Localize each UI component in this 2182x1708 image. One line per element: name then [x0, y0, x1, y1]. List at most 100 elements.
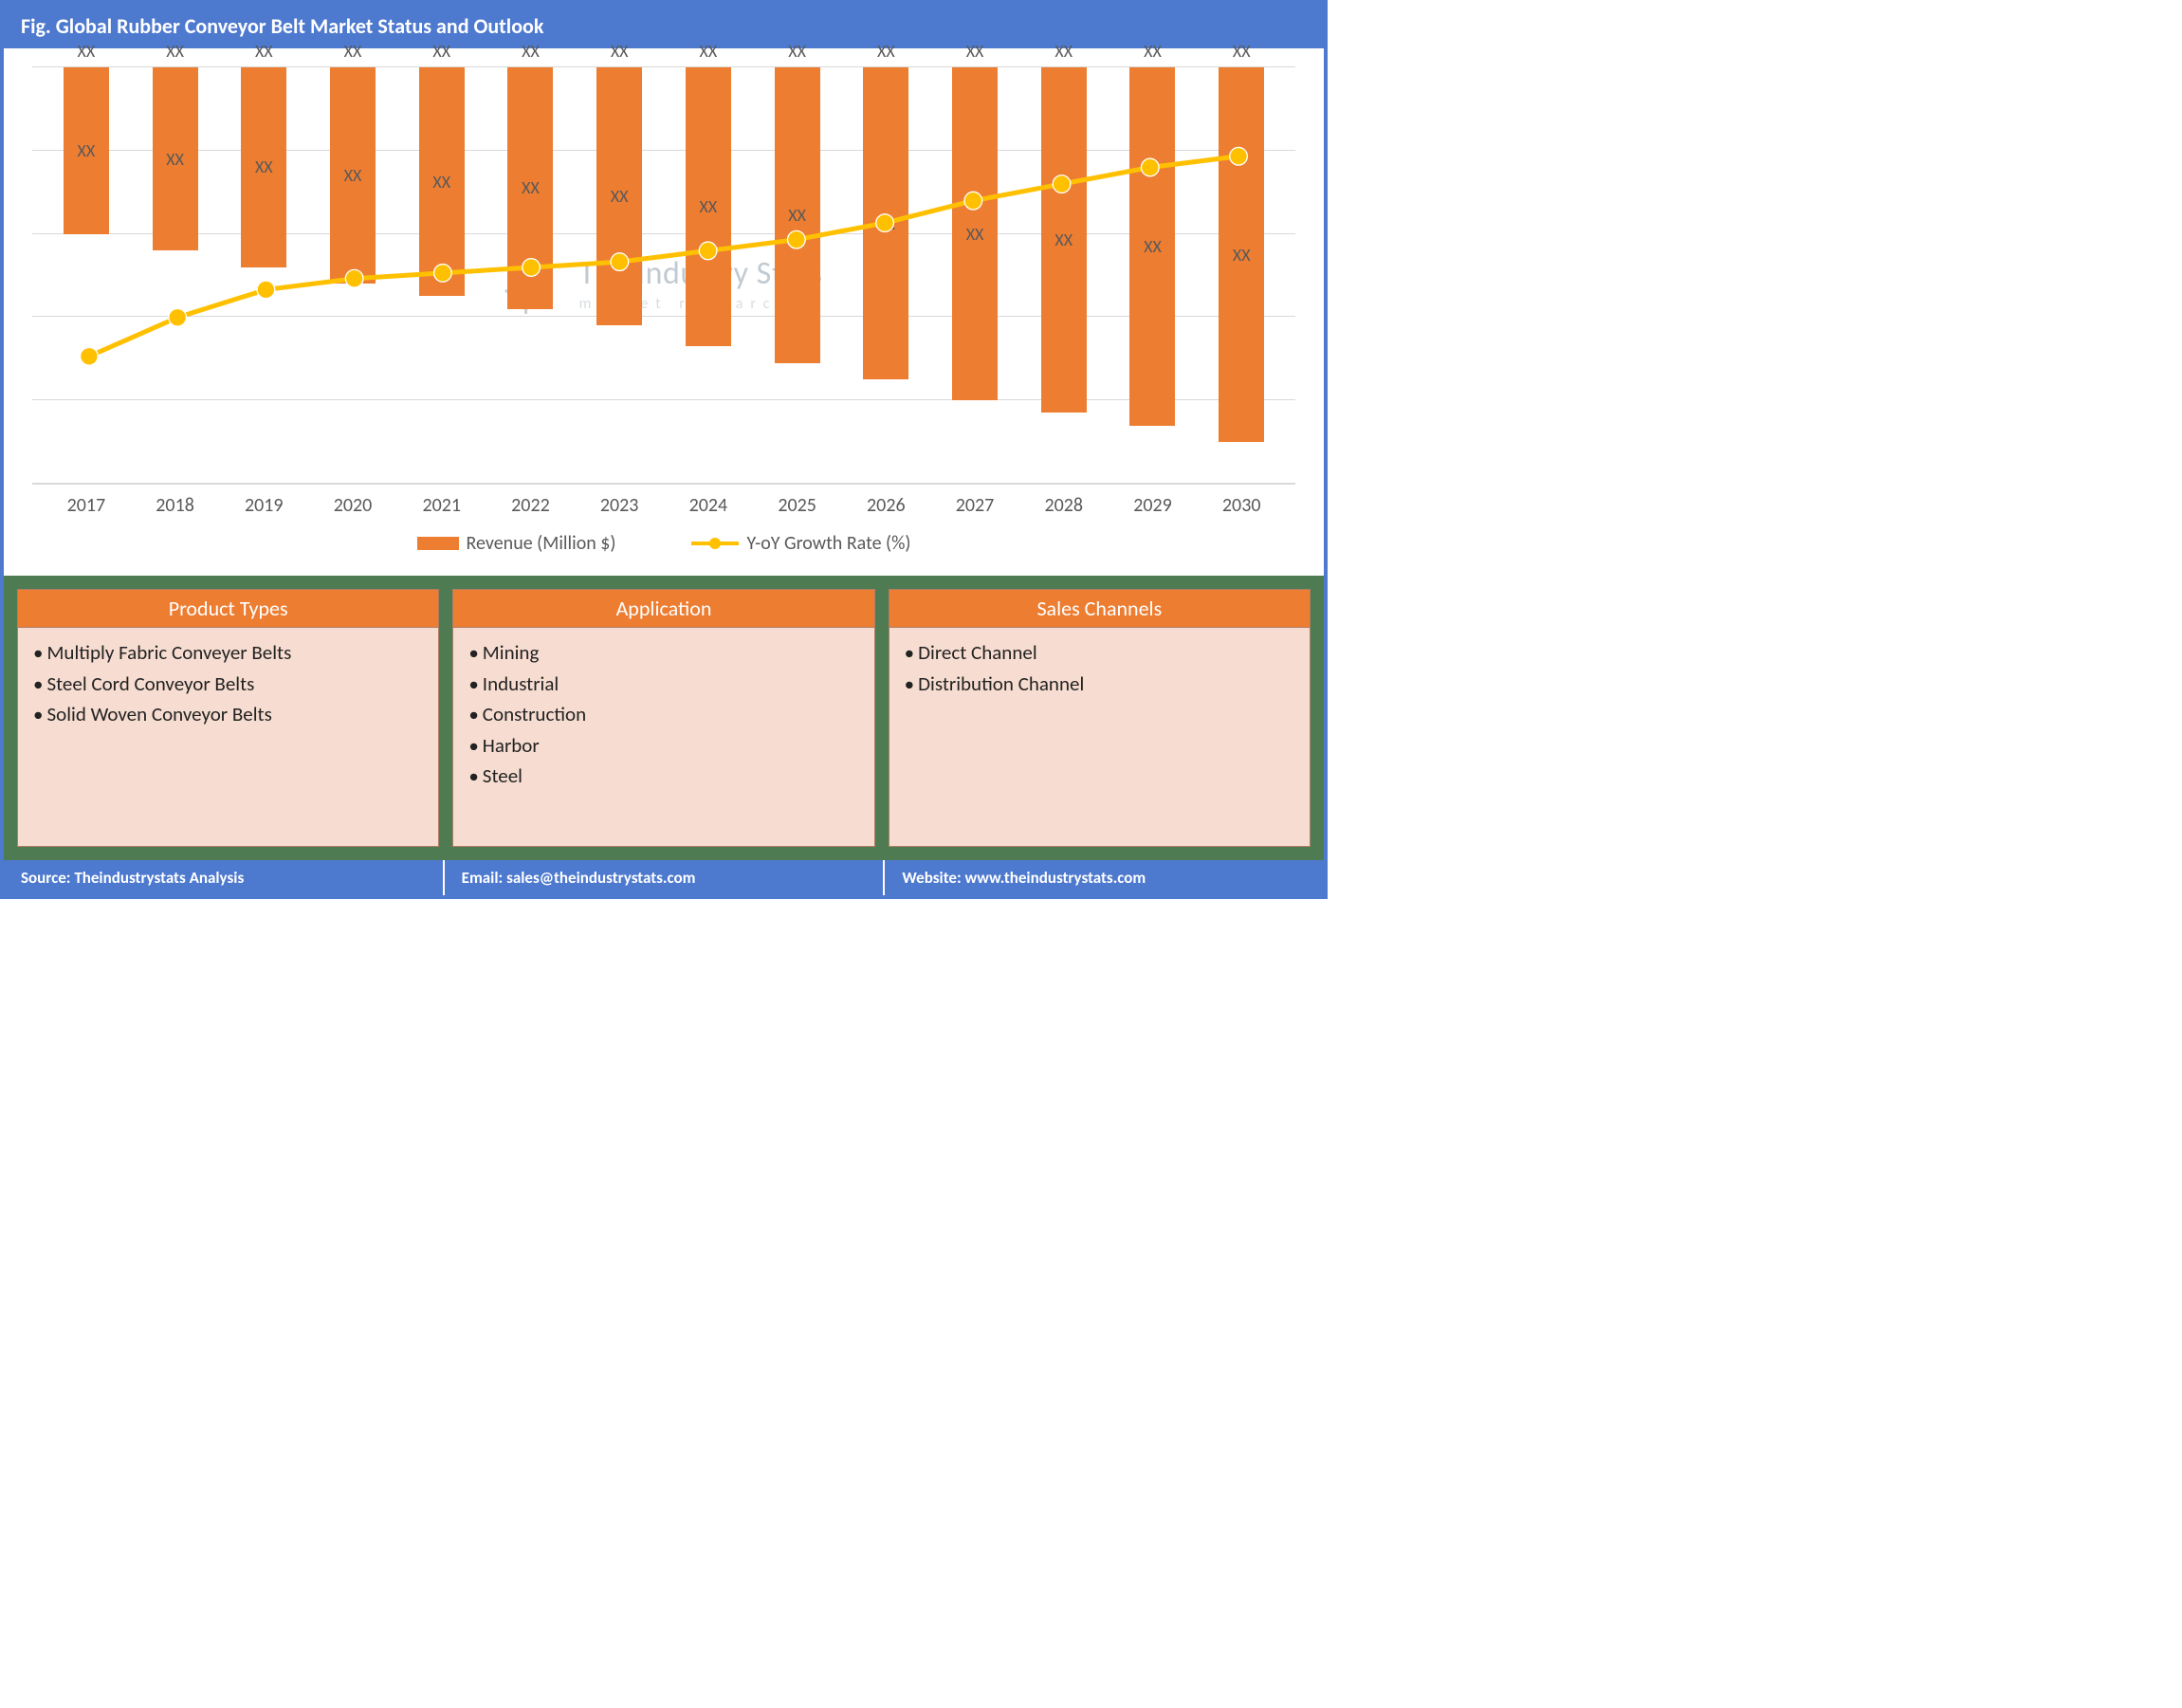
- revenue-bar: XXXX: [330, 67, 376, 284]
- panel-item: Multiply Fabric Conveyer Belts: [33, 637, 423, 669]
- x-tick: 2025: [753, 494, 842, 517]
- legend-label: Revenue (Million $): [467, 532, 616, 555]
- segmentation-panel: Sales ChannelsDirect ChannelDistribution…: [889, 589, 1311, 847]
- bars-container: XXXXXXXXXXXXXXXXXXXXXXXXXXXXXXXXXXXXXXXX…: [32, 67, 1295, 484]
- panel-body: Multiply Fabric Conveyer BeltsSteel Cord…: [18, 628, 438, 846]
- bar-mid-label: XX: [966, 224, 984, 245]
- bar-top-label: XX: [522, 41, 540, 62]
- panel-item: Steel Cord Conveyor Belts: [33, 669, 423, 700]
- bar-slot: XXXX: [930, 67, 1019, 484]
- x-tick: 2024: [664, 494, 753, 517]
- panel-item: Construction: [468, 699, 858, 730]
- bar-slot: XXXX: [841, 67, 930, 484]
- bar-mid-label: XX: [166, 149, 184, 170]
- revenue-bar: XXXX: [952, 67, 998, 400]
- footer-value: Theindustrystats Analysis: [74, 868, 244, 888]
- revenue-bar: XXXX: [153, 67, 198, 250]
- x-tick: 2018: [131, 494, 220, 517]
- bar-slot: XXXX: [664, 67, 753, 484]
- panel-body: MiningIndustrialConstructionHarborSteel: [453, 628, 873, 846]
- x-tick: 2022: [486, 494, 576, 517]
- revenue-bar: XXXX: [64, 67, 109, 234]
- footer-cell: Email: sales@theindustrystats.com: [445, 860, 886, 895]
- footer-label: Website:: [902, 868, 964, 888]
- segmentation-panel: ApplicationMiningIndustrialConstructionH…: [452, 589, 874, 847]
- footer-value: www.theindustrystats.com: [964, 868, 1146, 888]
- x-tick: 2017: [42, 494, 131, 517]
- chart-area: The Industry Stats market research XXXXX…: [4, 48, 1324, 576]
- revenue-bar: XXXX: [775, 67, 820, 363]
- panel-item: Direct Channel: [905, 637, 1294, 669]
- plot-region: The Industry Stats market research XXXXX…: [32, 67, 1295, 485]
- footer-label: Source:: [21, 868, 74, 888]
- bar-mid-label: XX: [522, 177, 540, 198]
- bar-top-label: XX: [1054, 41, 1073, 62]
- bar-slot: XXXX: [131, 67, 220, 484]
- footer-cell: Website: www.theindustrystats.com: [885, 860, 1324, 895]
- bar-top-label: XX: [344, 41, 362, 62]
- bar-mid-label: XX: [344, 165, 362, 186]
- x-tick: 2020: [308, 494, 397, 517]
- panel-item: Distribution Channel: [905, 669, 1294, 700]
- legend-item-revenue: Revenue (Million $): [417, 532, 616, 555]
- panel-item: Harbor: [468, 730, 858, 762]
- panel-header: Product Types: [18, 590, 438, 628]
- x-tick: 2027: [930, 494, 1019, 517]
- legend-item-growth: Y-oY Growth Rate (%): [691, 532, 910, 555]
- footer-label: Email:: [462, 868, 506, 888]
- panel-item: Solid Woven Conveyor Belts: [33, 699, 423, 730]
- x-tick: 2023: [575, 494, 664, 517]
- bar-mid-label: XX: [78, 140, 96, 161]
- bar-slot: XXXX: [575, 67, 664, 484]
- revenue-bar: XXXX: [596, 67, 642, 325]
- x-tick: 2019: [219, 494, 308, 517]
- footer-bar: Source: Theindustrystats AnalysisEmail: …: [4, 860, 1324, 895]
- bar-mid-label: XX: [700, 196, 718, 217]
- revenue-bar: XXXX: [1219, 67, 1264, 442]
- bar-slot: XXXX: [397, 67, 486, 484]
- bar-mid-label: XX: [611, 186, 629, 207]
- bar-mid-label: XX: [877, 213, 895, 234]
- legend-swatch-line: [691, 542, 739, 545]
- panel-item: Industrial: [468, 669, 858, 700]
- bar-top-label: XX: [432, 41, 450, 62]
- bar-slot: XXXX: [42, 67, 131, 484]
- bar-top-label: XX: [611, 41, 629, 62]
- legend-swatch-bar: [417, 537, 459, 550]
- bar-top-label: XX: [700, 41, 718, 62]
- footer-cell: Source: Theindustrystats Analysis: [4, 860, 445, 895]
- bar-mid-label: XX: [432, 172, 450, 193]
- bar-mid-label: XX: [1233, 245, 1251, 266]
- revenue-bar: XXXX: [419, 67, 465, 296]
- x-tick: 2030: [1197, 494, 1286, 517]
- panel-body: Direct ChannelDistribution Channel: [889, 628, 1310, 846]
- bar-slot: XXXX: [1019, 67, 1109, 484]
- x-tick: 2021: [397, 494, 486, 517]
- bar-top-label: XX: [1233, 41, 1251, 62]
- revenue-bar: XXXX: [686, 67, 731, 346]
- revenue-bar: XXXX: [863, 67, 908, 379]
- panel-item: Mining: [468, 637, 858, 669]
- bar-top-label: XX: [877, 41, 895, 62]
- x-axis: 2017201820192020202120222023202420252026…: [32, 485, 1295, 517]
- bar-mid-label: XX: [255, 156, 273, 177]
- bar-top-label: XX: [255, 41, 273, 62]
- bar-slot: XXXX: [753, 67, 842, 484]
- bar-slot: XXXX: [308, 67, 397, 484]
- revenue-bar: XXXX: [241, 67, 286, 267]
- bar-slot: XXXX: [1109, 67, 1198, 484]
- panel-header: Sales Channels: [889, 590, 1310, 628]
- bar-slot: XXXX: [486, 67, 576, 484]
- bar-top-label: XX: [166, 41, 184, 62]
- panel-item: Steel: [468, 761, 858, 792]
- revenue-bar: XXXX: [1129, 67, 1175, 426]
- footer-value: sales@theindustrystats.com: [506, 868, 695, 888]
- x-tick: 2028: [1019, 494, 1109, 517]
- chart-legend: Revenue (Million $) Y-oY Growth Rate (%): [32, 517, 1295, 566]
- bar-mid-label: XX: [1144, 236, 1162, 257]
- revenue-bar: XXXX: [1041, 67, 1087, 413]
- bar-top-label: XX: [966, 41, 984, 62]
- x-tick: 2029: [1109, 494, 1198, 517]
- legend-label: Y-oY Growth Rate (%): [746, 532, 910, 555]
- bar-slot: XXXX: [219, 67, 308, 484]
